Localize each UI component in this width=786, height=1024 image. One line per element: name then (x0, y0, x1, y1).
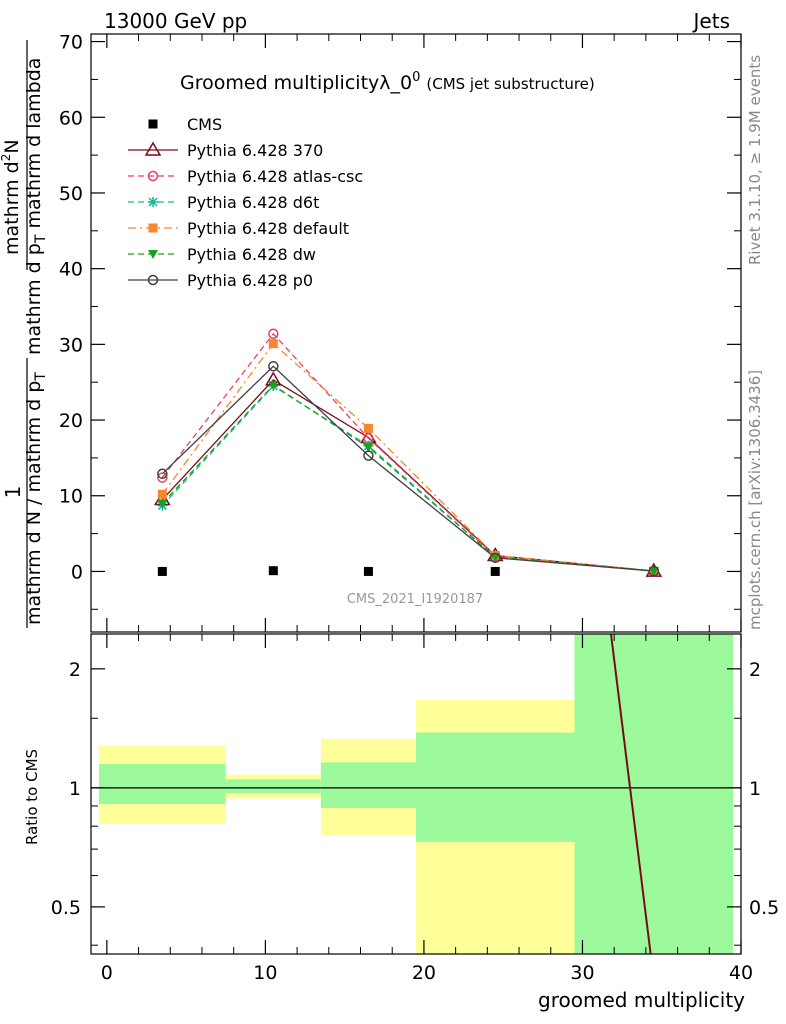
ratio-x-ticks: 0 10 20 30 40 (101, 634, 753, 984)
series-line-1 (161, 379, 654, 572)
mcplots-label: mcplots.cern.ch [arXiv:1306.3436] (746, 370, 764, 630)
x-tick-label: 0 (101, 962, 113, 984)
x-tick-label: 40 (729, 962, 753, 984)
data-point-5-2 (363, 443, 374, 453)
data-point-6-2 (363, 450, 374, 461)
main-plot-frame (90, 33, 742, 633)
watermark: CMS_2021_I1920187 (347, 592, 483, 607)
legend-marker (147, 170, 159, 182)
ratio-series-line (610, 633, 652, 955)
header-process: 13000 GeV pp (104, 9, 247, 33)
legend-label: Pythia 6.428 dw (187, 245, 316, 264)
data-point-5-0 (157, 499, 168, 509)
rivet-label: Rivet 3.1.10, ≥ 1.9M events (746, 55, 764, 265)
main-plot: Groomed multiplicityλ_00 (CMS jet substru… (0, 32, 742, 633)
data-point-6-3 (490, 552, 501, 564)
ratio-y-tick-label-right: 1 (749, 778, 761, 800)
main-series-lines (161, 332, 654, 572)
legend: CMS Pythia 6.428 370 Pythia 6.428 atlas-cs… (128, 115, 363, 290)
ratio-y-tick-label: 0.5 (51, 897, 81, 919)
ratio-stat-band-2 (320, 762, 416, 808)
data-point-5-4 (648, 567, 659, 577)
data-point-5-1 (268, 381, 279, 391)
ratio-y-axis-title: Ratio to CMS (23, 749, 41, 845)
legend-label: Pythia 6.428 default (187, 219, 349, 238)
main-y-ticks: 0 10 20 30 40 50 60 70 (59, 32, 742, 632)
y-axis-title-denominator-1: mathrm d N / mathrm d pT (23, 372, 49, 625)
x-tick-label: 20 (412, 962, 436, 984)
ratio-y-tick-label-right: 0.5 (749, 897, 779, 919)
legend-marker (148, 119, 158, 129)
legend-marker (148, 223, 158, 233)
data-point-6-1 (268, 361, 279, 372)
ratio-y-tick-label: 2 (69, 659, 81, 681)
data-point-2-1 (268, 328, 279, 340)
x-tick-label: 30 (570, 962, 594, 984)
y-axis-title-numerator-2: mathrm d2N (0, 139, 23, 255)
ratio-bands (98, 634, 734, 954)
legend-label: Pythia 6.428 d6t (187, 193, 319, 212)
data-point-6-4 (648, 565, 660, 577)
ratio-stat-band-1 (225, 779, 321, 794)
ratio-stat-band-3 (416, 732, 575, 842)
y-axis-title-denominator-2: mathrm d pT mathrm d lambda (23, 58, 49, 355)
y-tick-label: 30 (59, 334, 83, 356)
y-tick-label: 20 (59, 410, 83, 432)
ratio-stat-band-4 (574, 634, 734, 954)
data-point-6-0 (157, 468, 168, 480)
legend-label: Pythia 6.428 atlas-csc (187, 167, 363, 186)
data-point-4-1 (268, 339, 278, 349)
ratio-y-tick-label: 1 (69, 778, 81, 800)
data-point-4-2 (363, 423, 373, 433)
series-line-2 (161, 332, 654, 572)
series-line-5 (161, 384, 654, 572)
series-line-6 (161, 365, 654, 572)
data-point-0-0 (157, 566, 167, 576)
ratio-plot: 0.5 0.5 1 1 2 2 0 10 20 30 40 Ratio to CMS groome… (23, 633, 779, 1012)
data-point-5-3 (490, 553, 501, 563)
y-tick-label: 60 (59, 107, 83, 129)
series-line-4 (161, 342, 654, 572)
data-point-0-1 (268, 566, 278, 576)
legend-marker (148, 197, 158, 207)
data-point-0-3 (490, 566, 500, 576)
ratio-stat-band-0 (98, 763, 226, 805)
legend-label: Pythia 6.428 370 (187, 141, 323, 160)
series-line-3 (161, 385, 654, 572)
y-tick-label: 10 (59, 486, 83, 508)
y-tick-label: 50 (59, 183, 83, 205)
x-axis-title: groomed multiplicity (538, 988, 745, 1012)
data-point-4-0 (157, 489, 167, 499)
x-tick-label: 10 (253, 962, 277, 984)
y-tick-label: 70 (59, 32, 83, 54)
legend-label: Pythia 6.428 p0 (187, 271, 313, 290)
ratio-y-ticks: 0.5 0.5 1 1 2 2 (51, 659, 779, 946)
y-axis-title-numerator-1: 1 (1, 486, 25, 499)
legend-marker (148, 250, 158, 259)
legend-marker (147, 274, 159, 286)
data-point-0-2 (363, 566, 373, 576)
legend-marker (144, 141, 162, 156)
main-plot-title: Groomed multiplicityλ_00 (CMS jet substru… (180, 70, 595, 94)
y-tick-label: 0 (71, 561, 83, 583)
data-point-2-0 (157, 472, 168, 483)
legend-label: CMS (187, 115, 222, 134)
header-observable: Jets (692, 9, 730, 33)
ratio-y-tick-label-right: 2 (749, 659, 761, 681)
ratio-plot-frame (90, 633, 742, 955)
y-tick-label: 40 (59, 259, 83, 281)
y-axis-title: 1 mathrm d N / mathrm d pT mathrm d pT m… (0, 40, 49, 628)
main-series-points (154, 328, 663, 577)
